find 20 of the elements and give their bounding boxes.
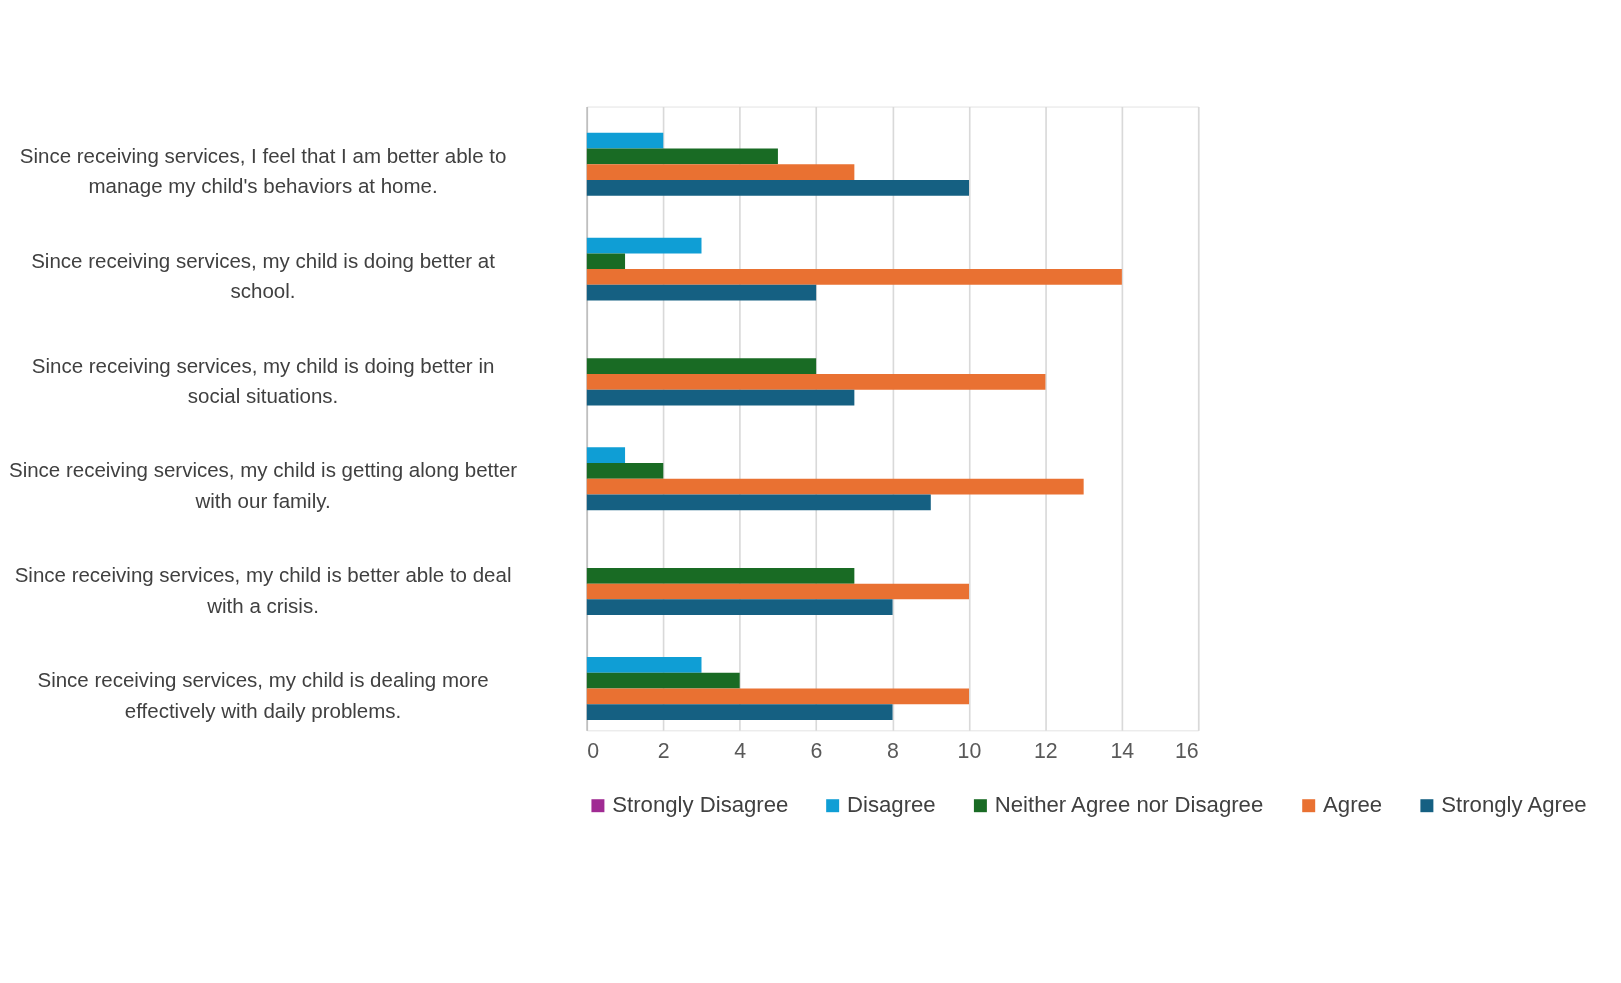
x-tick-label: 4 [734, 738, 747, 763]
x-tick-label: 2 [657, 738, 670, 763]
x-tick-label: 0 [587, 738, 600, 763]
y-tick-label: Since receiving services, my child is getting along better with our family. [8, 458, 518, 512]
legend-label: Strongly Agree [1441, 792, 1587, 818]
y-tick-label: Since receiving services, my child is doing better at school. [31, 248, 496, 303]
legend-label: Strongly Disagree [612, 792, 789, 818]
y-tick-label: Since receiving services, my child is doing better in social situations. [31, 353, 495, 408]
y-tick-label: Since receiving services, my child is dealing more effectively with daily problems. [37, 668, 489, 722]
x-tick-label: 6 [810, 738, 823, 763]
x-tick-label: 10 [957, 738, 982, 763]
x-tick-label: 8 [887, 738, 899, 763]
y-tick-label: Since receiving services, my child is better able to deal with a crisis. [14, 563, 512, 617]
x-tick-label: 14 [1110, 738, 1135, 763]
x-tick-label: 12 [1033, 738, 1058, 763]
legend-label: Neither Agree nor Disagree [994, 792, 1264, 818]
legend-label: Agree [1323, 792, 1383, 818]
legend-label: Disagree [847, 792, 936, 818]
x-tick-label: 16 [1174, 738, 1199, 763]
y-tick-label: Since receiving services, I feel that I am better able to manage my child's behaviors at home. [19, 143, 507, 198]
